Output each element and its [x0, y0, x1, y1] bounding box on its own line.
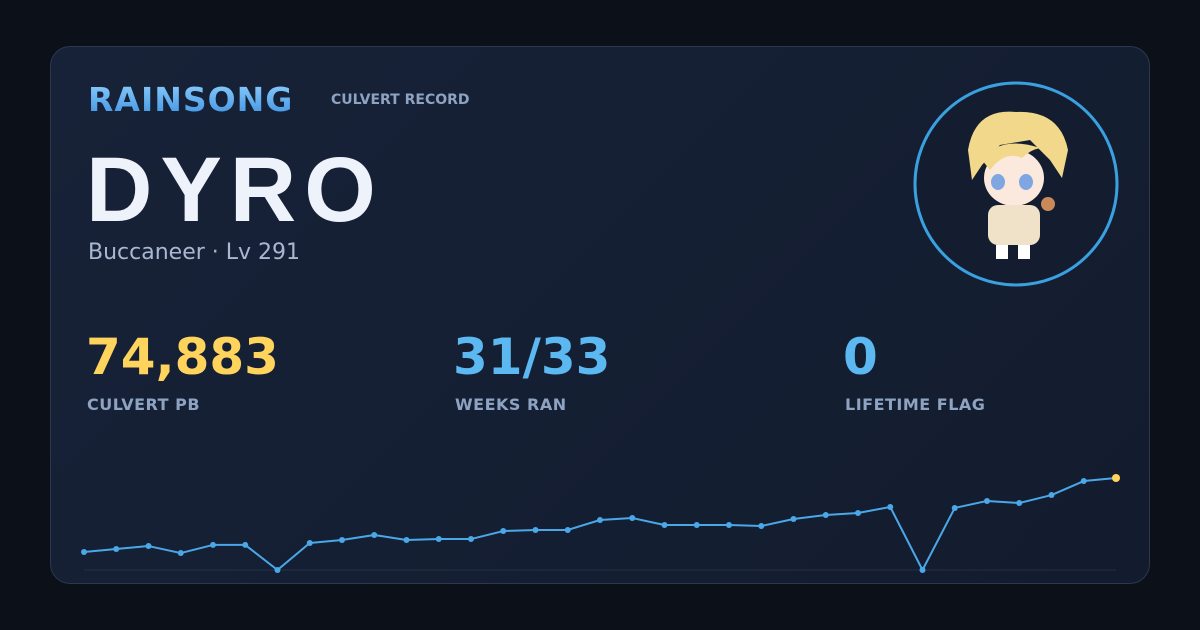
- data-point: [145, 543, 152, 550]
- data-point: [532, 526, 539, 533]
- data-point: [758, 523, 765, 530]
- data-point: [693, 522, 700, 529]
- data-point: [790, 516, 797, 523]
- stat-label: WEEKS RAN: [455, 395, 567, 414]
- data-point: [500, 528, 507, 535]
- data-point: [822, 511, 829, 518]
- avatar: [913, 81, 1119, 287]
- subtitle: CULVERT RECORD: [331, 92, 470, 108]
- sparkline: [83, 477, 1117, 571]
- data-point: [726, 522, 732, 529]
- data-point: [919, 567, 926, 573]
- brand: RAINSONG: [88, 80, 294, 119]
- data-point: [435, 536, 442, 543]
- data-point: [564, 526, 571, 533]
- data-point: [468, 536, 474, 543]
- data-point: [210, 541, 216, 548]
- stat-label: CULVERT PB: [87, 395, 201, 414]
- data-point: [629, 515, 636, 522]
- stat-value: 31/33: [453, 328, 611, 386]
- data-point: [1080, 478, 1087, 485]
- data-point: [113, 545, 120, 552]
- data-point: [1112, 474, 1120, 482]
- data-point: [274, 567, 281, 573]
- data-point: [855, 509, 861, 516]
- stat-label: LIFETIME FLAG: [845, 395, 986, 414]
- data-point: [371, 531, 378, 538]
- data-point: [306, 539, 313, 546]
- player-name: DYRO: [86, 139, 384, 241]
- player-details: Buccaneer · Lv 291: [88, 240, 301, 265]
- data-point: [661, 522, 668, 529]
- data-point: [984, 497, 990, 504]
- stat-value: 74,883: [86, 328, 279, 386]
- data-point: [177, 550, 184, 557]
- data-point: [339, 537, 345, 544]
- data-point: [81, 549, 87, 556]
- data-point: [403, 537, 410, 544]
- data-point: [951, 504, 958, 511]
- data-point: [597, 516, 603, 523]
- data-point: [887, 503, 894, 510]
- data-point: [1048, 492, 1055, 499]
- data-point: [1016, 500, 1023, 507]
- stat-value: 0: [843, 328, 878, 386]
- data-point: [242, 541, 249, 548]
